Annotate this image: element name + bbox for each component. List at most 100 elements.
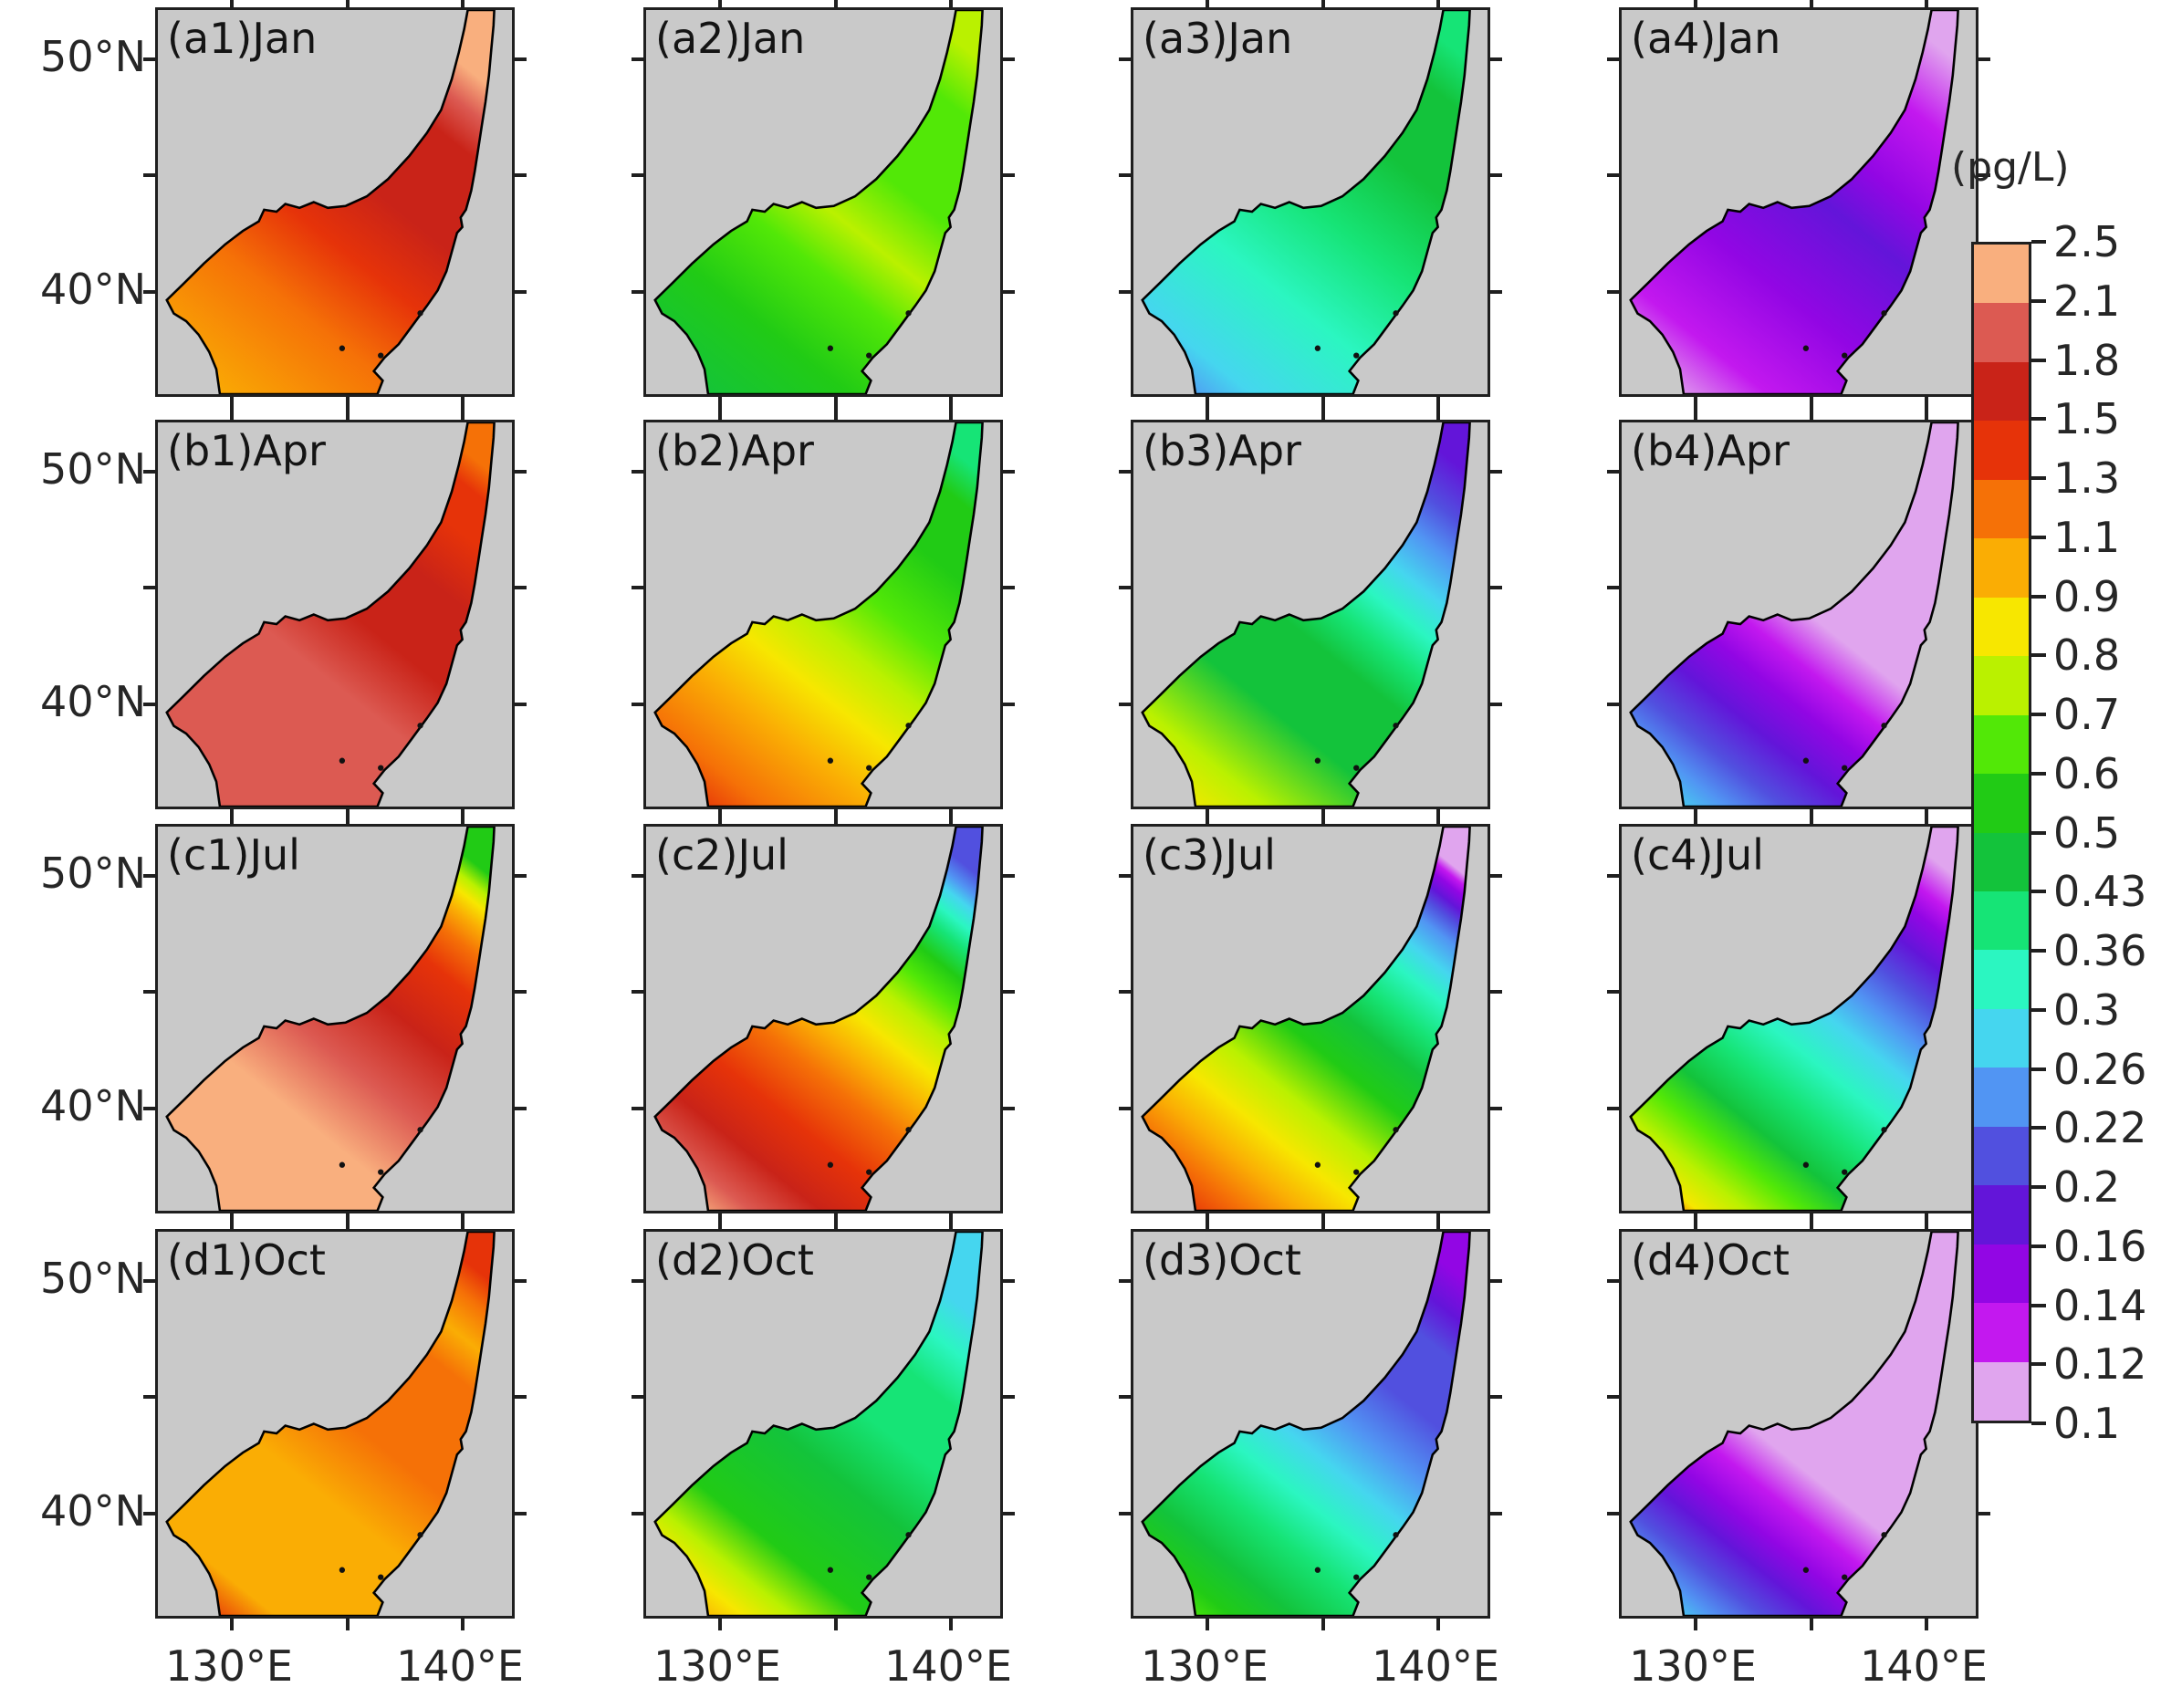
sea-contour-region [653,10,984,394]
y-tick [515,874,527,878]
x-tick [1810,397,1813,409]
colorbar-segment [1974,361,2029,422]
panel-label-c2: (c2)Jul [655,830,788,880]
map-a1 [158,10,512,394]
x-tick [718,0,722,7]
x-tick [1206,812,1209,824]
colorbar-tick [2031,240,2046,244]
x-tick [1810,812,1813,824]
colorbar-tick [2031,298,2046,303]
x-tick [230,0,234,7]
colorbar-tick-label: 0.7 [2053,690,2121,739]
colorbar-tick-label: 2.1 [2053,276,2121,326]
colorbar-segment [1974,1068,2029,1127]
y-tick [632,57,643,61]
y-tick [143,290,155,294]
y-tick [1490,703,1502,706]
y-axis-label: 40°N [40,265,146,314]
y-tick [1119,703,1131,706]
island-dot [417,1532,423,1538]
y-tick [1607,1395,1619,1399]
sea-contour-region [1629,827,1959,1211]
island-dot [1802,345,1810,351]
x-tick [718,397,722,409]
colorbar-tick [2031,890,2046,894]
y-tick [1490,1395,1502,1399]
y-tick [1119,173,1131,177]
colorbar-tick [2031,1067,2046,1071]
panel-a4: (a4)Jan [1607,0,1990,409]
sea-contour-region [165,422,496,807]
x-tick [1436,1217,1440,1229]
island-dot [378,1574,384,1580]
x-tick [346,1619,350,1630]
y-tick [1119,57,1131,61]
colorbar-segment [1974,245,2029,304]
x-tick [1206,1619,1209,1630]
y-tick [1607,173,1619,177]
x-axis-label: 130°E [165,1641,293,1691]
panel-label-b4: (b4)Apr [1631,426,1790,475]
y-tick [1119,1512,1131,1515]
x-tick [1925,1619,1928,1630]
sea-contour-region [1141,1232,1471,1616]
island-dot [1314,1567,1321,1573]
x-tick [1436,812,1440,824]
panel-label-a3: (a3)Jan [1143,14,1293,63]
y-tick [1607,874,1619,878]
x-tick [1925,1217,1928,1229]
x-axis-label: 130°E [1629,1641,1757,1691]
y-tick [1490,173,1502,177]
y-tick [143,57,155,61]
y-tick [143,703,155,706]
map-d4 [1622,1232,1976,1616]
y-axis-label: 50°N [40,1254,146,1303]
island-dot [417,310,423,317]
y-tick [1607,290,1619,294]
map-b4 [1622,422,1976,807]
y-tick [143,990,155,994]
panel-b1: (b1)Apr [143,408,527,821]
colorbar-tick-label: 0.9 [2053,571,2121,621]
y-tick [143,173,155,177]
x-tick [834,0,838,7]
y-tick [1607,703,1619,706]
colorbar-segment [1974,1185,2029,1245]
island-dot [339,1161,346,1168]
y-tick [632,1279,643,1283]
map-c3 [1133,827,1488,1211]
colorbar-tick [2031,771,2046,776]
colorbar-segment [1974,890,2029,951]
x-tick [1694,1217,1697,1229]
y-tick [1490,57,1502,61]
x-tick [230,397,234,409]
y-tick [515,173,527,177]
y-tick [1119,1395,1131,1399]
x-tick [949,0,953,7]
y-tick [632,703,643,706]
y-tick [1003,1395,1015,1399]
sea-contour-region [165,1232,496,1616]
y-tick [632,874,643,878]
y-tick [143,586,155,589]
x-tick [1810,408,1813,420]
island-dot [1353,1169,1360,1175]
y-tick [1490,290,1502,294]
panel-d3: (d3)Oct [1119,1217,1502,1630]
y-tick [632,1107,643,1110]
panel-d1: (d1)Oct [143,1217,527,1630]
colorbar-segment [1974,1008,2029,1068]
island-dot [866,765,872,771]
sea-contour-region [165,10,496,394]
x-tick [1810,1619,1813,1630]
panel-label-c3: (c3)Jul [1143,830,1276,880]
x-axis-label: 130°E [653,1641,781,1691]
island-dot [1842,352,1848,359]
panel-label-c1: (c1)Jul [167,830,300,880]
y-tick [632,990,643,994]
x-tick [346,397,350,409]
island-dot [866,1574,872,1580]
island-dot [417,723,423,729]
island-dot [1393,1127,1399,1133]
colorbar-segment [1974,832,2029,891]
